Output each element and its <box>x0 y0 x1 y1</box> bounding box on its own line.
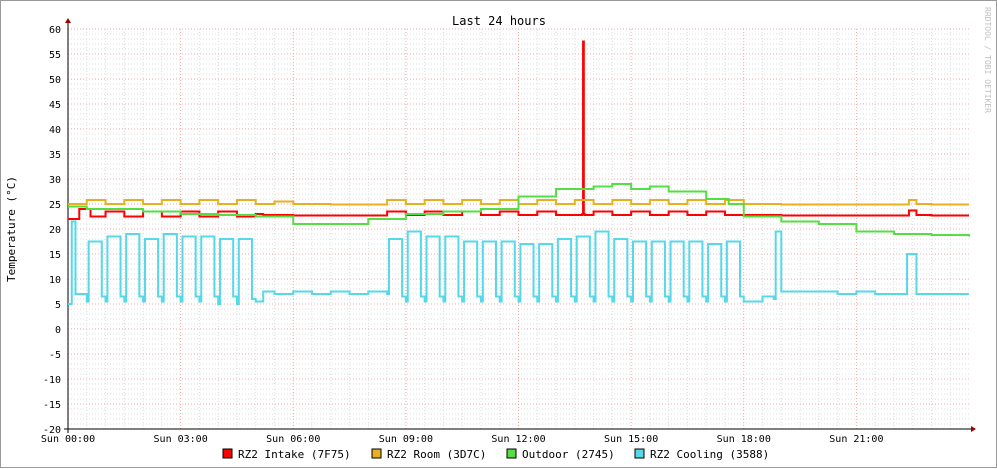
y-tick-label: 10 <box>49 275 61 286</box>
legend-label: Outdoor (2745) <box>522 448 615 461</box>
series-line-1 <box>68 40 969 220</box>
grid <box>67 28 969 430</box>
legend-label: RZ2 Intake (7F75) <box>238 448 351 461</box>
y-tick-label: 50 <box>49 75 61 86</box>
series-lines <box>68 40 970 305</box>
x-tick-label: Sun 18:00 <box>717 434 771 445</box>
legend: RZ2 Intake (7F75) RZ2 Room (3D7C) Outdoor … <box>222 448 769 461</box>
axes <box>64 18 976 433</box>
series-line-3 <box>68 183 970 237</box>
series-line-2 <box>68 199 969 206</box>
legend-swatch <box>222 448 233 459</box>
y-tick-label: 15 <box>49 250 61 261</box>
legend-swatch <box>506 448 517 459</box>
x-tick-label: Sun 21:00 <box>829 434 883 445</box>
y-tick-label: 20 <box>49 225 61 236</box>
x-tick-label: Sun 12:00 <box>491 434 545 445</box>
watermark: RRDTOOL / TOBI OETIKER <box>983 7 992 113</box>
x-tick-labels: Sun 00:00 Sun 03:00 Sun 06:00 Sun 09:00 Sun … <box>41 434 884 445</box>
chart-title: Last 24 hours <box>452 14 546 28</box>
y-tick-label: 0 <box>55 325 61 336</box>
y-tick-labels: -20 -15 -10 -5 0 5 10 15 20 25 30 35 40 45 50 55 60 <box>43 25 61 436</box>
x-tick-label: Sun 09:00 <box>379 434 433 445</box>
y-tick-label: -15 <box>43 400 61 411</box>
y-tick-label: -10 <box>43 375 61 386</box>
x-tick-label: Sun 15:00 <box>604 434 658 445</box>
y-tick-label: 5 <box>55 300 61 311</box>
y-tick-label: 25 <box>49 200 61 211</box>
y-tick-label: -20 <box>43 425 61 436</box>
x-tick-label: Sun 03:00 <box>154 434 208 445</box>
legend-swatch <box>634 448 645 459</box>
y-tick-label: 40 <box>49 125 61 136</box>
y-tick-label: 45 <box>49 100 61 111</box>
y-tick-label: 30 <box>49 175 61 186</box>
y-tick-label: 55 <box>49 50 61 61</box>
legend-label: RZ2 Cooling (3588) <box>650 448 769 461</box>
legend-swatch <box>371 448 382 459</box>
y-tick-label: 60 <box>49 25 61 36</box>
x-tick-label: Sun 00:00 <box>41 434 95 445</box>
series-line-4 <box>68 220 969 305</box>
x-axis-arrow-icon <box>971 426 976 432</box>
y-axis-arrow-icon <box>65 18 71 23</box>
y-tick-label: 35 <box>49 150 61 161</box>
x-tick-label: Sun 06:00 <box>266 434 320 445</box>
y-axis-label: Temperature (°C) <box>5 176 18 282</box>
y-tick-label: -5 <box>49 350 61 361</box>
legend-label: RZ2 Room (3D7C) <box>387 448 486 461</box>
